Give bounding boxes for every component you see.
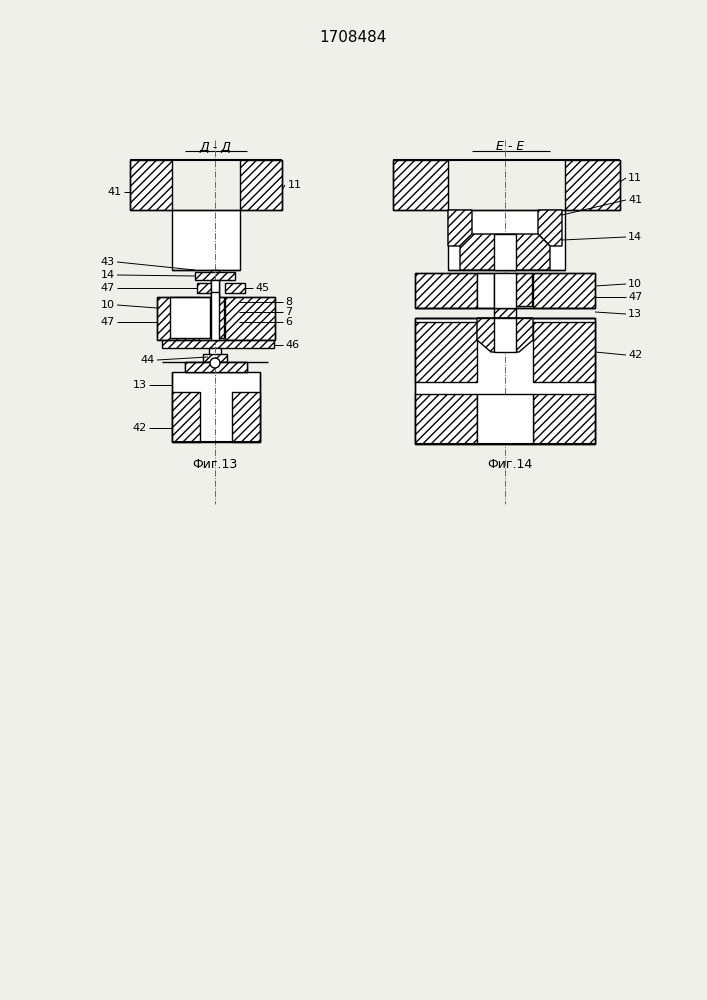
- Text: 1708484: 1708484: [320, 30, 387, 45]
- Bar: [232, 392, 260, 442]
- Text: 14: 14: [101, 270, 115, 280]
- Bar: [162, 340, 274, 348]
- Bar: [448, 210, 565, 270]
- Text: 41: 41: [628, 195, 642, 205]
- Text: 13: 13: [133, 380, 147, 390]
- Text: Фиг.13: Фиг.13: [192, 458, 238, 472]
- Text: 6: 6: [285, 317, 292, 327]
- Bar: [533, 322, 595, 382]
- Bar: [415, 322, 477, 382]
- Text: 46: 46: [285, 340, 299, 350]
- Text: 14: 14: [628, 232, 642, 242]
- Bar: [185, 362, 247, 372]
- Text: 11: 11: [288, 180, 302, 190]
- Bar: [494, 318, 516, 352]
- Bar: [172, 392, 200, 442]
- Bar: [494, 273, 516, 308]
- Text: 10: 10: [101, 300, 115, 310]
- Text: 42: 42: [133, 423, 147, 433]
- Text: Фиг.14: Фиг.14: [487, 458, 532, 472]
- Bar: [477, 273, 494, 308]
- Bar: [393, 160, 448, 210]
- Bar: [533, 394, 595, 444]
- Bar: [415, 394, 477, 444]
- Bar: [157, 297, 199, 340]
- Bar: [494, 308, 516, 318]
- Text: 13: 13: [628, 309, 642, 319]
- Bar: [415, 318, 595, 444]
- Bar: [197, 283, 211, 293]
- Bar: [195, 272, 235, 280]
- Text: 47: 47: [101, 283, 115, 293]
- Bar: [210, 297, 224, 338]
- Circle shape: [210, 358, 220, 368]
- Text: 8: 8: [285, 297, 292, 307]
- Bar: [477, 394, 533, 444]
- Text: 47: 47: [628, 292, 642, 302]
- Text: 41: 41: [108, 187, 122, 197]
- Text: 47: 47: [101, 317, 115, 327]
- Bar: [240, 160, 282, 210]
- Polygon shape: [460, 234, 550, 270]
- Text: 44: 44: [141, 355, 155, 365]
- Bar: [225, 297, 275, 340]
- Bar: [203, 354, 227, 362]
- Bar: [209, 348, 221, 362]
- Bar: [185, 362, 247, 372]
- Bar: [172, 372, 260, 442]
- Text: 43: 43: [101, 257, 115, 267]
- Bar: [170, 297, 210, 338]
- Bar: [130, 160, 172, 210]
- Polygon shape: [448, 210, 472, 246]
- Text: Е - Е: Е - Е: [496, 140, 524, 153]
- Polygon shape: [477, 318, 533, 352]
- Polygon shape: [538, 210, 562, 246]
- Bar: [533, 273, 595, 308]
- Text: 45: 45: [255, 283, 269, 293]
- Text: 42: 42: [628, 350, 642, 360]
- Bar: [515, 273, 532, 306]
- Bar: [225, 283, 245, 293]
- Text: 11: 11: [628, 173, 642, 183]
- Text: 7: 7: [285, 307, 292, 317]
- Text: 10: 10: [628, 279, 642, 289]
- Bar: [494, 234, 516, 270]
- Bar: [565, 160, 620, 210]
- Bar: [211, 280, 219, 305]
- Bar: [211, 292, 219, 340]
- Bar: [172, 210, 240, 270]
- Bar: [211, 270, 219, 305]
- Text: Д - Д: Д - Д: [199, 140, 231, 153]
- Bar: [415, 273, 477, 308]
